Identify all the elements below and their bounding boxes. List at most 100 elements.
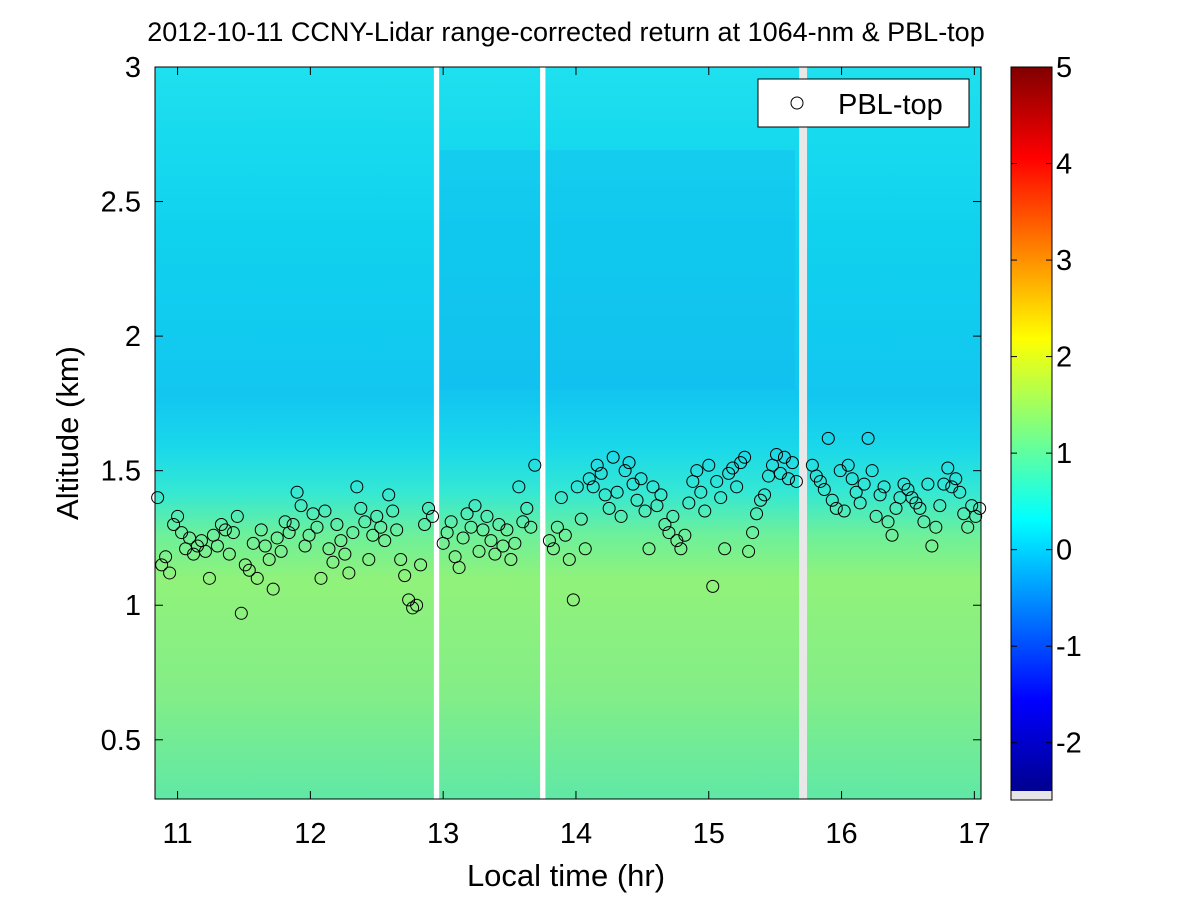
plot-frame bbox=[154, 66, 982, 800]
pbl-top-point bbox=[682, 496, 696, 510]
pbl-top-point bbox=[218, 523, 232, 537]
pbl-top-point bbox=[913, 501, 927, 515]
pbl-top-point bbox=[857, 477, 871, 491]
pbl-top-point bbox=[582, 472, 596, 486]
pbl-top-point bbox=[246, 536, 260, 550]
colorbar-frame bbox=[1010, 66, 1053, 801]
pbl-top-point bbox=[258, 539, 272, 553]
pbl-top-point bbox=[817, 483, 831, 497]
pbl-top-point bbox=[282, 526, 296, 540]
pbl-top-point bbox=[881, 515, 895, 529]
pbl-top-point bbox=[885, 528, 899, 542]
pbl-top-point bbox=[378, 534, 392, 548]
pbl-top-point bbox=[590, 458, 604, 472]
pbl-top-point bbox=[642, 542, 656, 556]
pbl-top-point bbox=[622, 456, 636, 470]
y-tick-label: 3 bbox=[125, 52, 141, 84]
pbl-top-point bbox=[322, 542, 336, 556]
pbl-top-point bbox=[789, 474, 803, 488]
legend-entry-pbl-top: PBL-top bbox=[838, 89, 943, 121]
pbl-top-point bbox=[350, 480, 364, 494]
pbl-top-point bbox=[163, 566, 177, 580]
pbl-top-point bbox=[558, 528, 572, 542]
pbl-top-point bbox=[702, 458, 716, 472]
pbl-top-point bbox=[354, 501, 368, 515]
pbl-top-point bbox=[274, 544, 288, 558]
colorbar-nan-cell bbox=[1011, 791, 1052, 800]
pbl-top-point bbox=[877, 480, 891, 494]
pbl-top-point bbox=[222, 547, 236, 561]
pbl-top-point bbox=[618, 464, 632, 478]
pbl-top-point bbox=[941, 461, 955, 475]
pbl-top-point bbox=[524, 520, 538, 534]
pbl-top-point bbox=[746, 526, 760, 540]
pbl-top-point bbox=[230, 509, 244, 523]
pbl-top-point bbox=[460, 507, 474, 521]
pbl-top-point bbox=[444, 515, 458, 529]
pbl-top-point bbox=[151, 491, 165, 505]
x-tick-label: 16 bbox=[825, 818, 857, 850]
legend-marker bbox=[790, 96, 804, 110]
pbl-top-point bbox=[452, 561, 466, 575]
pbl-top-point bbox=[718, 542, 732, 556]
heatmap-field bbox=[155, 67, 981, 799]
pbl-top-point bbox=[829, 501, 843, 515]
data-gaps bbox=[433, 67, 808, 799]
pbl-top-point bbox=[562, 552, 576, 566]
x-tick-label: 17 bbox=[958, 818, 990, 850]
pbl-top-point bbox=[366, 528, 380, 542]
pbl-top-point bbox=[738, 450, 752, 464]
pbl-top-point bbox=[750, 507, 764, 521]
pbl-top-point bbox=[586, 480, 600, 494]
x-tick-label: 11 bbox=[163, 818, 193, 850]
colorbar-ticks: -2 -1 0 1 2 3 4 5 bbox=[1011, 52, 1082, 760]
pbl-top-point bbox=[869, 509, 883, 523]
pbl-top-point bbox=[825, 493, 839, 507]
pbl-top-point bbox=[578, 542, 592, 556]
pbl-top-point bbox=[198, 544, 212, 558]
pbl-top-point bbox=[480, 509, 494, 523]
colorbar-tick-label: 4 bbox=[1056, 149, 1072, 181]
x-tick-label: 12 bbox=[294, 818, 326, 850]
pbl-top-point bbox=[710, 474, 724, 488]
pbl-top-point bbox=[484, 534, 498, 548]
colorbar-tick-label: 5 bbox=[1056, 52, 1072, 84]
x-tick-label: 15 bbox=[693, 818, 725, 850]
pbl-top-point bbox=[488, 547, 502, 561]
colorbar: -2 -1 0 1 2 3 4 5 bbox=[1010, 52, 1082, 801]
pbl-top-point bbox=[594, 466, 608, 480]
pbl-top-point bbox=[614, 509, 628, 523]
pbl-top-point bbox=[953, 485, 967, 499]
pbl-top-point bbox=[464, 520, 478, 534]
pbl-top-point bbox=[155, 558, 169, 572]
pbl-top-point bbox=[468, 499, 482, 513]
pbl-top-point bbox=[528, 458, 542, 472]
chart-title: 2012-10-11 CCNY-Lidar range-corrected re… bbox=[147, 17, 984, 47]
pbl-top-point bbox=[929, 520, 943, 534]
x-tick-label: 13 bbox=[427, 818, 459, 850]
pbl-top-point bbox=[921, 477, 935, 491]
pbl-top-point bbox=[813, 474, 827, 488]
pbl-top-point bbox=[674, 542, 688, 556]
colorbar-tick-label: 3 bbox=[1056, 245, 1072, 277]
colorbar-tick-label: -1 bbox=[1056, 631, 1082, 663]
pbl-top-point bbox=[342, 566, 356, 580]
heatmap-upper-band bbox=[440, 150, 795, 390]
pbl-top-point bbox=[841, 458, 855, 472]
pbl-top-point bbox=[861, 431, 875, 445]
pbl-top-point bbox=[476, 523, 490, 537]
pbl-top-point bbox=[456, 531, 470, 545]
pbl-top-point bbox=[358, 515, 372, 529]
pbl-top-point bbox=[266, 582, 280, 596]
pbl-top-point bbox=[386, 504, 400, 518]
pbl-top-point bbox=[210, 539, 224, 553]
pbl-top-point bbox=[873, 488, 887, 502]
pbl-top-point bbox=[781, 472, 795, 486]
pbl-top-point bbox=[390, 523, 404, 537]
pbl-top-point bbox=[973, 501, 987, 515]
x-axis-ticks: 11 12 13 14 15 16 17 bbox=[163, 67, 990, 850]
colorbar-tick-label: -2 bbox=[1056, 728, 1082, 760]
pbl-top-point bbox=[646, 480, 660, 494]
pbl-top-point bbox=[730, 480, 744, 494]
